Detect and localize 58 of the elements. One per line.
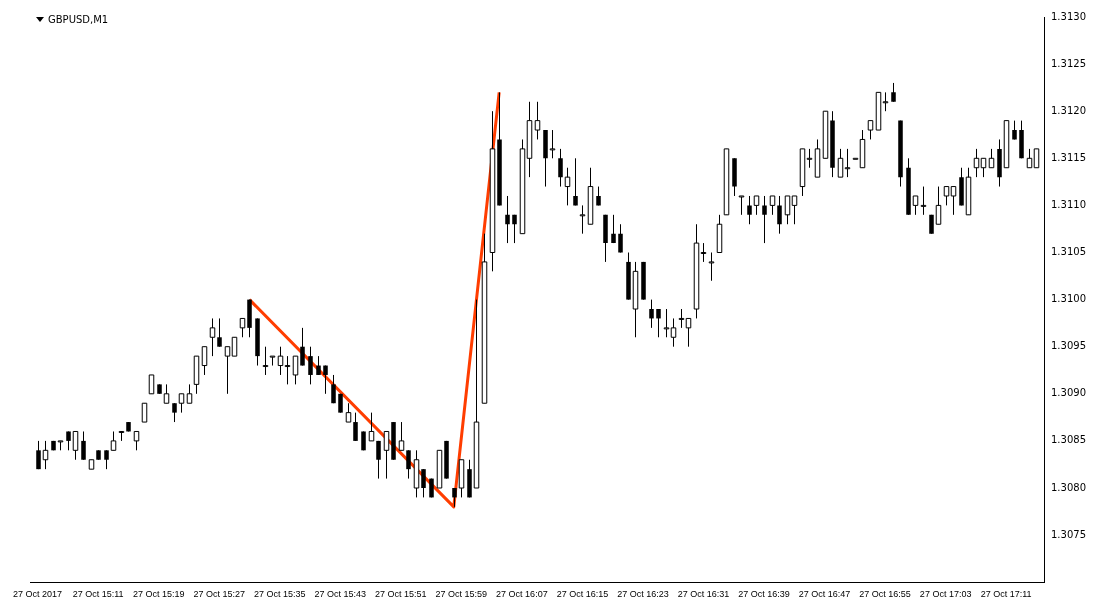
y-tick-label: 1.3075	[1051, 528, 1087, 540]
y-tick-label: 1.3105	[1051, 246, 1087, 258]
candlestick	[421, 468, 426, 498]
candlestick	[452, 487, 457, 508]
candlestick	[512, 214, 517, 244]
candlestick	[406, 449, 411, 480]
candlestick	[172, 402, 177, 423]
y-tick-label: 1.3110	[1051, 198, 1087, 210]
y-tick-label: 1.3095	[1051, 340, 1087, 352]
x-tick-label: 27 Oct 15:43	[314, 589, 367, 600]
candlestick	[308, 346, 313, 385]
candlestick	[505, 195, 510, 244]
x-tick-label: 27 Oct 2017	[13, 589, 63, 600]
candlestick	[66, 430, 71, 451]
candlestick	[323, 365, 328, 395]
candlestick	[573, 157, 578, 206]
y-tick-label: 1.3120	[1051, 104, 1087, 116]
y-tick-label: 1.3100	[1051, 293, 1087, 305]
candlestick	[649, 299, 654, 329]
x-tick-label: 27 Oct 15:59	[435, 589, 488, 600]
x-tick-label: 27 Oct 15:27	[193, 589, 245, 600]
y-tick-label: 1.3090	[1051, 387, 1087, 399]
candlestick	[762, 195, 767, 244]
chart-title: GBPUSD,M1	[48, 14, 109, 25]
y-tick-label: 1.3130	[1051, 10, 1087, 22]
x-tick-label: 27 Oct 15:51	[375, 589, 427, 600]
candlestick	[656, 308, 661, 338]
x-tick-label: 27 Oct 15:35	[253, 589, 306, 600]
y-tick-label: 1.3125	[1051, 57, 1087, 69]
x-tick-label: 27 Oct 16:39	[738, 589, 790, 600]
candlestick	[104, 449, 109, 470]
y-tick-label: 1.3085	[1051, 434, 1087, 446]
candlestick	[891, 82, 896, 103]
x-tick-label: 27 Oct 16:23	[617, 589, 669, 600]
candlestick	[36, 440, 41, 470]
x-tick-label: 27 Oct 16:15	[556, 589, 609, 600]
y-tick-label: 1.3080	[1051, 481, 1087, 493]
candlestick	[376, 440, 381, 480]
x-tick-label: 27 Oct 16:55	[859, 589, 911, 600]
candlestick	[217, 317, 222, 348]
x-tick-label: 27 Oct 17:03	[919, 589, 972, 600]
candlestick	[747, 195, 752, 225]
candlestick	[316, 355, 321, 376]
x-tick-label: 27 Oct 16:47	[798, 589, 851, 600]
y-tick-label: 1.3115	[1051, 151, 1087, 163]
candlestick	[611, 214, 616, 244]
candlestick	[618, 223, 623, 253]
candlestick	[81, 430, 86, 461]
x-tick-label: 27 Oct 16:31	[677, 589, 730, 600]
candlestick	[558, 148, 563, 188]
x-tick-label: 27 Oct 15:11	[72, 589, 124, 600]
candlestick	[300, 327, 305, 367]
x-tick-label: 27 Oct 17:11	[980, 589, 1032, 600]
candlestick	[777, 195, 782, 235]
candlestick	[353, 412, 358, 442]
x-tick-label: 27 Oct 15:19	[132, 589, 185, 600]
x-tick-label: 27 Oct 16:07	[496, 589, 548, 600]
candlestick	[331, 374, 336, 404]
